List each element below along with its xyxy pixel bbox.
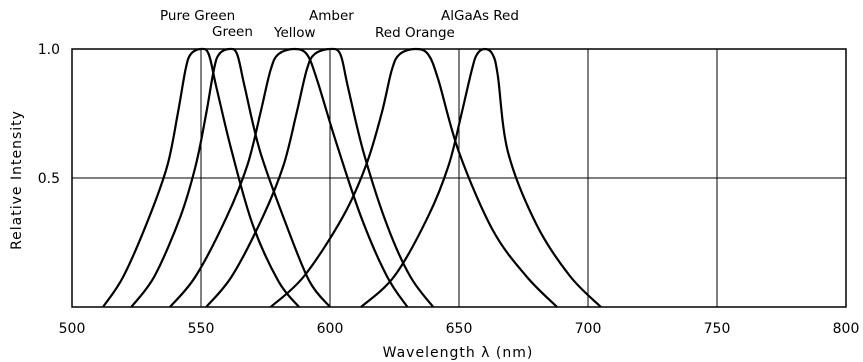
series-label-yellow: Yellow xyxy=(273,25,316,41)
x-tick-label: 700 xyxy=(575,321,602,337)
series-label-amber: Amber xyxy=(309,8,354,24)
series-label-red-orange: Red Orange xyxy=(375,25,455,41)
series-label-green: Green xyxy=(212,24,253,40)
x-axis-label: Wavelength λ (nm) xyxy=(383,345,534,361)
y-tick-label: 0.5 xyxy=(38,171,60,187)
grid-lines xyxy=(72,49,846,307)
curve-amber xyxy=(205,47,435,308)
curve-algaas-red xyxy=(360,47,602,308)
x-tick-label: 750 xyxy=(704,321,731,337)
curve-pure-green xyxy=(102,47,300,308)
x-tick-label: 800 xyxy=(833,321,860,337)
y-tick-labels: 0.5 1.0 xyxy=(38,42,60,187)
x-tick-labels: 500 550 600 650 700 750 800 xyxy=(59,321,860,337)
x-tick-label: 500 xyxy=(59,321,86,337)
series-label-pure-green: Pure Green xyxy=(160,8,235,24)
curve-green xyxy=(130,47,331,308)
curve-red-orange xyxy=(269,47,558,308)
series-label-algaas-red: AlGaAs Red xyxy=(441,8,519,24)
plot-frame xyxy=(71,48,847,308)
x-tick-label: 600 xyxy=(317,321,344,337)
curves xyxy=(102,47,602,308)
y-tick-label: 1.0 xyxy=(38,42,60,58)
y-axis-label: Relative Intensity xyxy=(9,110,25,250)
x-tick-label: 550 xyxy=(188,321,215,337)
x-tick-label: 650 xyxy=(446,321,473,337)
curve-yellow xyxy=(169,47,409,308)
